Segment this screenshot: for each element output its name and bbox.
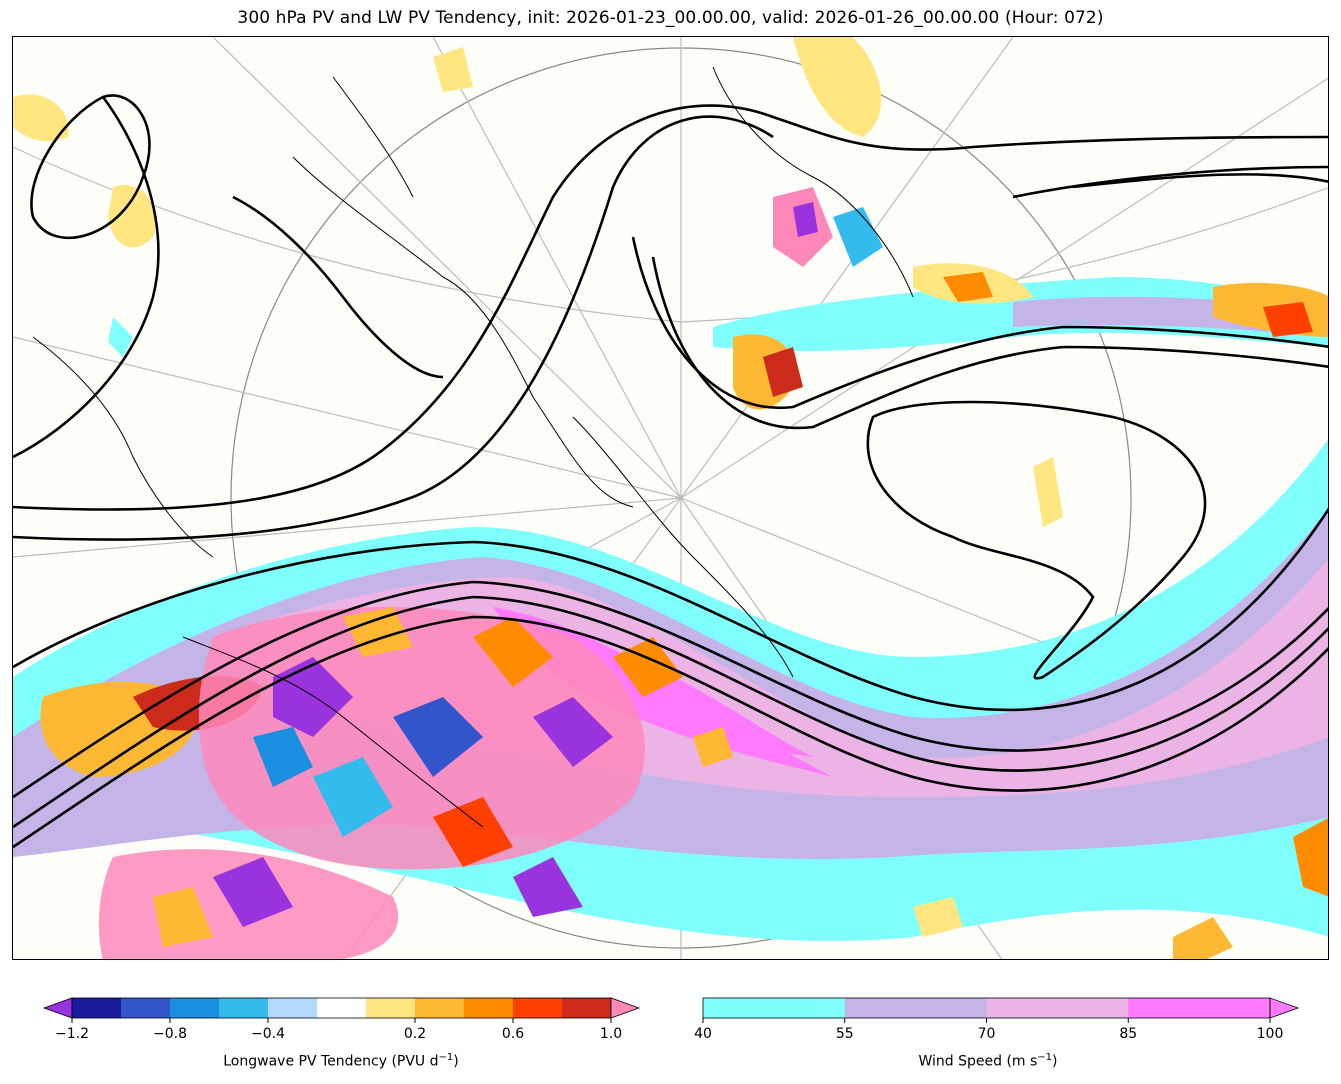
wind-colorbar-bin [986, 998, 1129, 1018]
pv-colorbar-bin [219, 998, 269, 1018]
pv-tendency-colorbar: −1.2 −0.8 −0.4 0.2 0.6 1.0 Longwave PV Tenden… [42, 996, 641, 1076]
wind-colorbar-tick-label: 55 [835, 1026, 854, 1042]
wind-speed-colorbar: 40 55 70 85 100 Wind Speed (m s−1) [694, 996, 1300, 1076]
wind-colorbar-label-close: ) [1052, 1053, 1058, 1070]
pv-colorbar-tick-label: 1.0 [599, 1026, 623, 1042]
pv-colorbar-bin [317, 998, 367, 1018]
pv-colorbar-label-text: Longwave PV Tendency (PVU d [223, 1053, 439, 1070]
pv-colorbar-bin [366, 998, 416, 1018]
pv-colorbar-tick-label: 0.2 [403, 1026, 427, 1042]
wind-colorbar-bin [844, 998, 987, 1018]
pv-colorbar-bin [72, 998, 122, 1018]
pv-colorbar-tick-label: −0.8 [153, 1026, 187, 1042]
wind-colorbar-tick-label: 40 [694, 1026, 712, 1042]
wind-colorbar-bin [703, 998, 846, 1018]
wind-colorbar-label-sup: −1 [1037, 1052, 1053, 1063]
pv-tendency-shading [13, 37, 1328, 959]
pv-colorbar-bin [562, 998, 612, 1018]
pv-colorbar-bin [121, 998, 171, 1018]
wind-colorbar-bin [1128, 998, 1271, 1018]
wind-colorbar-label: Wind Speed (m s−1) [918, 1052, 1057, 1070]
pv-contours [13, 94, 1328, 849]
wind-colorbar-max-extend [1269, 997, 1300, 1019]
pv-colorbar-tick-label: −1.2 [55, 1026, 89, 1042]
wind-colorbar-swatches [702, 997, 1300, 1023]
map-canvas [13, 37, 1328, 959]
pv-colorbar-min-extend [42, 997, 73, 1019]
wind-colorbar-label-text: Wind Speed (m s [918, 1053, 1038, 1070]
pv-colorbar-bin [170, 998, 220, 1018]
coastlines [32, 66, 914, 828]
wind-colorbar-tick-label: 85 [1119, 1026, 1138, 1042]
wind-colorbar-tick-label: 100 [1256, 1026, 1284, 1042]
pv-colorbar-label-sup: −1 [438, 1052, 454, 1063]
pv-colorbar-bin [513, 998, 563, 1018]
pv-colorbar-bin [464, 998, 514, 1018]
pv-colorbar-bin [268, 998, 318, 1018]
pv-colorbar-max-extend [610, 997, 641, 1019]
pv-colorbar-label-close: ) [453, 1053, 459, 1070]
pv-colorbar-tick-label: 0.6 [501, 1026, 525, 1042]
wind-colorbar-tick-label: 70 [977, 1026, 996, 1042]
pv-colorbar-tick-label: −0.4 [251, 1026, 285, 1042]
map-title: 300 hPa PV and LW PV Tendency, init: 202… [237, 8, 1104, 28]
pv-colorbar-bin [415, 998, 465, 1018]
pv-colorbar-label: Longwave PV Tendency (PVU d−1) [223, 1052, 458, 1070]
map-panel[interactable] [12, 36, 1329, 960]
pv-colorbar-swatches [42, 997, 641, 1023]
